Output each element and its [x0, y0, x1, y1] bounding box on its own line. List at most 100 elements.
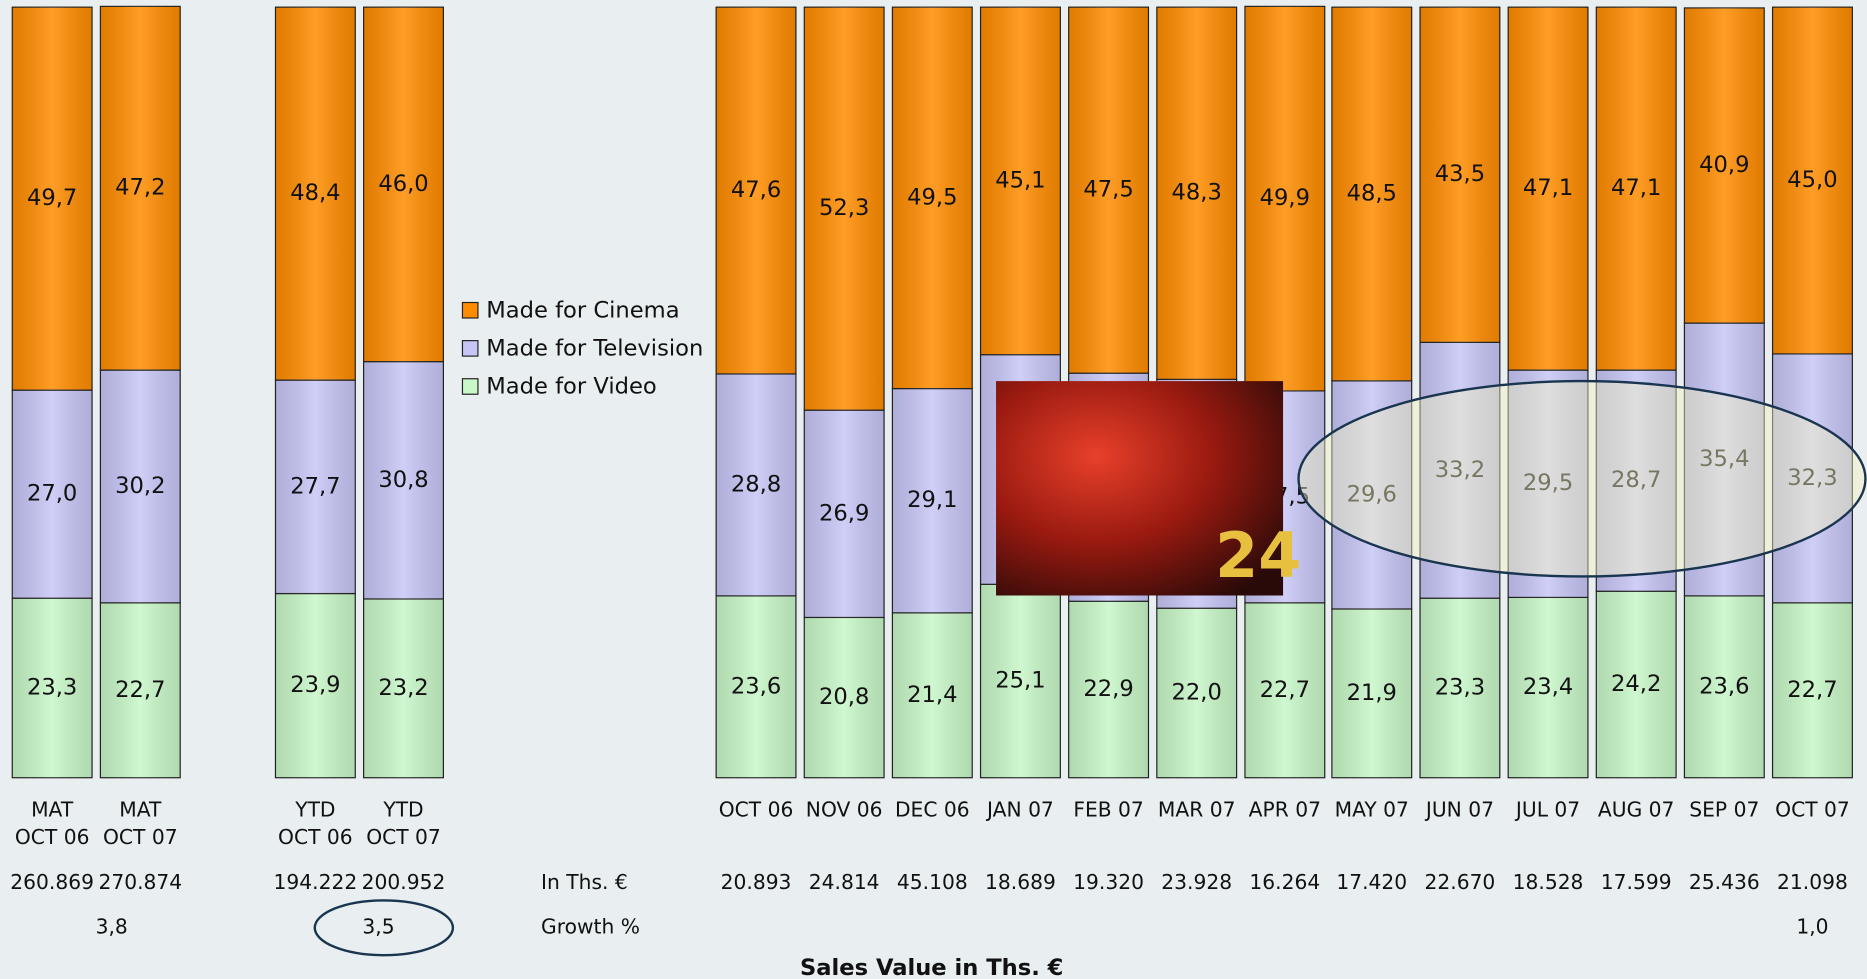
x-tick-label: APR 07 [1249, 798, 1321, 822]
x-tick-label: OCT 07 [103, 825, 178, 849]
value-label: 20,8 [819, 684, 869, 710]
x-tick-label: OCT 07 [366, 825, 441, 849]
bar-shade [1420, 7, 1500, 343]
value-label: 23,9 [290, 672, 340, 698]
x-tick-label: JUN 07 [1424, 798, 1494, 822]
x-tick-label: MAT [119, 798, 162, 822]
x-tick-label: NOV 06 [806, 798, 883, 822]
x-tick-label: OCT 07 [1775, 798, 1850, 822]
bar-shade [275, 380, 356, 594]
value-label: 47,6 [731, 177, 781, 203]
bar-shade [1331, 380, 1412, 609]
bar-shade [1244, 602, 1325, 778]
value-label: 21,4 [907, 682, 957, 708]
bar-shade [100, 370, 181, 603]
sales-value: 16.264 [1249, 870, 1320, 894]
value-label: 24,2 [1611, 671, 1661, 697]
value-label: 47,2 [115, 175, 165, 201]
bar-shade [1508, 597, 1588, 778]
value-label: 49,7 [27, 185, 77, 211]
bar-shade [363, 7, 444, 362]
bar-shade [716, 373, 796, 596]
value-label: 35,4 [1699, 446, 1749, 472]
x-tick-label: DEC 06 [895, 798, 970, 822]
bar-shade [1420, 342, 1500, 599]
sales-value: 270.874 [98, 870, 182, 894]
value-label: 32,3 [1787, 465, 1837, 491]
growth-value: 3,5 [362, 914, 394, 938]
value-label: 23,3 [1435, 674, 1485, 700]
x-tick-label: FEB 07 [1073, 798, 1144, 822]
value-label: 29,1 [907, 487, 957, 513]
bar-shade [716, 595, 796, 778]
sales-value: 200.952 [362, 870, 446, 894]
bar-shade [1684, 7, 1765, 324]
bar-shade [1331, 608, 1412, 778]
bar-shade [1596, 370, 1677, 592]
value-label: 22,9 [1083, 676, 1133, 702]
bar-shade [892, 388, 973, 613]
bar-shade [1684, 595, 1765, 778]
bar-shade [363, 361, 444, 599]
value-label: 47,1 [1523, 175, 1573, 201]
sales-value: 24.814 [809, 870, 880, 894]
bar-shade [275, 593, 356, 778]
legend-swatch [461, 340, 479, 357]
x-tick-label: YTD [294, 798, 335, 822]
bar-shade [980, 584, 1061, 778]
value-label: 45,1 [995, 167, 1045, 193]
sales-value: 25.436 [1689, 870, 1760, 894]
bar-shade [1508, 7, 1588, 371]
value-label: 30,2 [115, 473, 165, 499]
value-label: 28,8 [731, 471, 781, 497]
legend-label: Made for Video [486, 374, 656, 400]
bar-shade [1156, 608, 1237, 778]
value-label: 40,9 [1699, 152, 1749, 178]
bar-shade [363, 598, 444, 778]
sales-value: 260.869 [10, 870, 94, 894]
sales-value: 22.670 [1425, 870, 1496, 894]
sales-value: 17.420 [1336, 870, 1407, 894]
x-tick-label: JUL 07 [1514, 798, 1580, 822]
bar-shade [1596, 7, 1677, 371]
value-label: 47,5 [1083, 177, 1133, 203]
value-label: 49,5 [907, 184, 957, 210]
bar-shade [804, 7, 885, 411]
sales-value: 18.689 [985, 870, 1056, 894]
bar-shade [716, 7, 796, 374]
sales-value: 45.108 [897, 870, 968, 894]
x-tick-label: MAR 07 [1158, 798, 1236, 822]
value-label: 21,9 [1347, 680, 1397, 706]
row-label: Growth % [541, 914, 640, 938]
highlight-ellipse [313, 899, 455, 957]
value-label: 25,1 [995, 668, 1045, 694]
bar-shade [1068, 7, 1149, 374]
sales-value: 194.222 [274, 870, 358, 894]
value-label: 22,0 [1172, 679, 1222, 705]
bar-shade [100, 602, 181, 778]
sales-value: 19.320 [1073, 870, 1144, 894]
sales-value: 17.599 [1601, 870, 1672, 894]
bar-shade [980, 7, 1061, 355]
x-tick-label: OCT 06 [15, 825, 90, 849]
value-label: 48,5 [1347, 181, 1397, 207]
value-label: 47,1 [1611, 175, 1661, 201]
bar-shade [12, 7, 93, 391]
value-label: 22,7 [115, 677, 165, 703]
row-label: In Ths. € [541, 870, 628, 894]
bar-shade [1156, 7, 1237, 380]
growth-value: 3,8 [96, 914, 128, 938]
bar-shade [1420, 598, 1500, 778]
legend-swatch [461, 378, 479, 395]
value-label: 23,3 [27, 674, 77, 700]
value-label: 22,7 [1260, 677, 1310, 703]
bar-shade [1772, 602, 1853, 778]
bar-shade [1772, 353, 1853, 603]
bar-shade [892, 7, 973, 389]
value-label: 33,2 [1435, 457, 1485, 483]
value-label: 23,2 [378, 675, 428, 701]
value-label: 46,0 [378, 171, 428, 197]
x-tick-label: OCT 06 [719, 798, 794, 822]
value-label: 23,4 [1523, 674, 1573, 700]
value-label: 48,4 [290, 180, 340, 206]
